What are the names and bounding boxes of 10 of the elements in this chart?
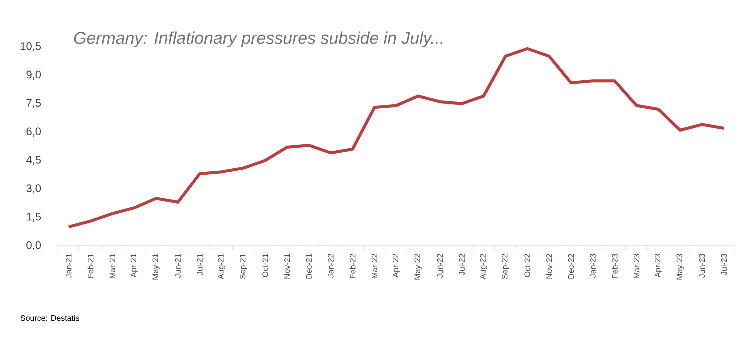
y-tick-label: 0,0 bbox=[26, 241, 42, 251]
chart-title: Germany: Inflationary pressures subside in July... bbox=[74, 32, 443, 48]
y-tick-label: 9,0 bbox=[26, 70, 42, 80]
y-tick-label: 6,0 bbox=[26, 128, 42, 137]
y-tick-label: 10,5 bbox=[20, 42, 42, 52]
line-series bbox=[67, 47, 726, 229]
y-tick-label: 3,0 bbox=[26, 184, 42, 194]
y-tick-label: 4,5 bbox=[26, 156, 42, 166]
y-tick-label: 7,5 bbox=[26, 99, 42, 108]
y-tick-label: 1,5 bbox=[27, 213, 42, 222]
